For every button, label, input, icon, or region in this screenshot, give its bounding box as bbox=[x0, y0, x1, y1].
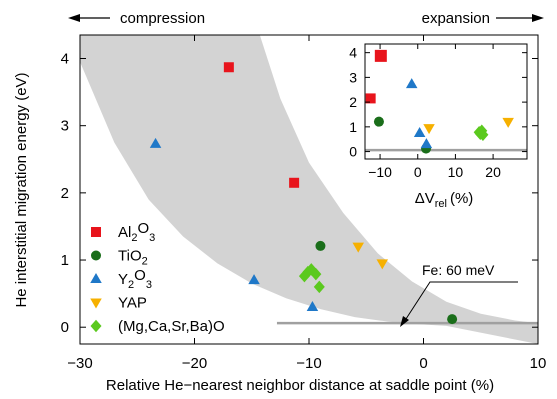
y-tick-label: 3 bbox=[61, 118, 69, 135]
inset-y-axis-ticks: 0 1 2 3 4 bbox=[349, 45, 527, 160]
y-axis-ticks: 0 1 2 3 4 bbox=[61, 51, 538, 336]
legend-label-y2o3: Y2O3 bbox=[118, 267, 152, 291]
y-tick-label: 0 bbox=[61, 319, 69, 336]
expansion-arrow-head bbox=[532, 14, 544, 22]
legend-marker-y2o3 bbox=[90, 273, 102, 283]
inset-y-tick-label: 0 bbox=[349, 144, 357, 160]
inset-point-yap bbox=[423, 124, 435, 135]
inset-x-tick-label: 10 bbox=[448, 164, 464, 180]
y-tick-label: 2 bbox=[61, 185, 69, 202]
point-yap bbox=[352, 242, 364, 253]
inset-point-tio2 bbox=[373, 116, 384, 127]
inset-point-y2o3 bbox=[413, 127, 426, 138]
x-tick-label: −10 bbox=[296, 355, 321, 372]
compression-label: compression bbox=[120, 10, 205, 27]
inset-y-tick-label: 3 bbox=[349, 69, 357, 85]
x-tick-label: −30 bbox=[67, 355, 92, 372]
point-al2o3 bbox=[223, 62, 234, 73]
main-points bbox=[149, 62, 458, 325]
legend-label-tio2: TiO2 bbox=[118, 248, 148, 268]
legend-label-mg-ca-sr-ba-o: (Mg,Ca,Sr,Ba)O bbox=[118, 318, 225, 335]
legend-marker-tio2 bbox=[91, 250, 101, 261]
inset-y-tick-label: 2 bbox=[349, 94, 357, 110]
inset-point-al2o3 bbox=[374, 49, 387, 62]
y-tick-label: 1 bbox=[61, 252, 69, 269]
fe-label: Fe: 60 meV bbox=[422, 262, 495, 278]
inset-x-tick-label: 20 bbox=[485, 164, 501, 180]
legend-label-al2o3: Al2O3 bbox=[118, 220, 155, 244]
point-tio2 bbox=[447, 314, 458, 325]
expansion-label: expansion bbox=[422, 10, 490, 27]
inset-x-tick-label: −10 bbox=[368, 164, 392, 180]
x-axis-label: Relative He−nearest neighbor distance at… bbox=[106, 377, 494, 394]
x-axis-ticks: −30 −20 −10 0 10 bbox=[67, 35, 546, 372]
inset-x-axis-ticks: −10 0 10 20 bbox=[368, 44, 501, 180]
point-yap bbox=[376, 259, 389, 270]
inset-x-axis-label: ΔVrel (%) bbox=[415, 190, 474, 210]
y-tick-label: 4 bbox=[61, 51, 69, 68]
point-y2o3 bbox=[306, 301, 319, 312]
x-tick-label: 0 bbox=[419, 355, 427, 372]
inset-point-y2o3 bbox=[420, 138, 433, 149]
top-annotations: compression expansion bbox=[68, 10, 544, 27]
fe-annotation: Fe: 60 meV bbox=[400, 262, 518, 327]
inset-point-yap bbox=[502, 117, 514, 128]
x-tick-label: −20 bbox=[182, 355, 207, 372]
legend-label-yap: YAP bbox=[118, 295, 147, 312]
fe-leader-line bbox=[403, 281, 518, 323]
inset: −10 0 10 20 0 1 2 3 4 ΔVrel (%) bbox=[349, 43, 528, 210]
band-region bbox=[80, 35, 538, 344]
y-axis-label: He interstitial migration energy (eV) bbox=[13, 72, 30, 307]
point-tio2 bbox=[315, 240, 326, 251]
x-tick-label: 10 bbox=[530, 355, 547, 372]
compression-arrow-head bbox=[68, 14, 80, 22]
fe-leader-arrow-head bbox=[400, 316, 409, 327]
inset-frame bbox=[364, 43, 528, 160]
point-mg-ca-sr-ba-o bbox=[313, 280, 325, 294]
inset-point-y2o3 bbox=[405, 78, 418, 89]
legend-marker-mg-ca-sr-ba-o bbox=[90, 319, 102, 333]
inset-points bbox=[365, 49, 514, 154]
inset-y-tick-label: 1 bbox=[349, 119, 357, 135]
point-y2o3 bbox=[248, 274, 260, 285]
inset-x-tick-label: 0 bbox=[414, 164, 422, 180]
legend-marker-al2o3 bbox=[91, 227, 101, 237]
inset-point-al2o3 bbox=[365, 93, 376, 104]
legend-marker-yap bbox=[90, 298, 102, 309]
inset-background bbox=[365, 44, 527, 159]
inset-y-tick-label: 4 bbox=[349, 45, 357, 61]
point-y2o3 bbox=[149, 137, 162, 148]
point-al2o3 bbox=[289, 177, 300, 188]
point-mg-ca-sr-ba-o bbox=[310, 267, 322, 281]
inset-point-mg-ca-sr-ba-o bbox=[474, 127, 486, 141]
